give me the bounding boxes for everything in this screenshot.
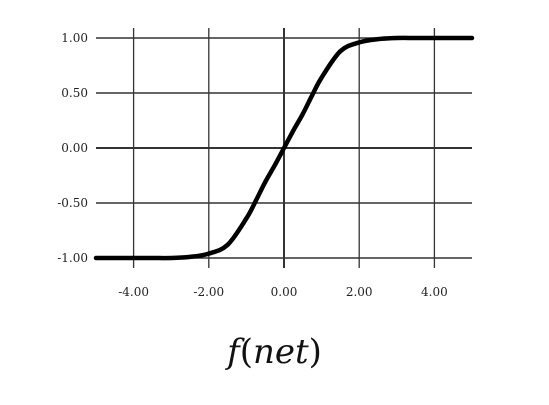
y-tick-labels: 1.00 0.50 0.00 -0.50 -1.00 <box>57 31 88 265</box>
x-tick-label: -2.00 <box>193 285 224 299</box>
x-tick-label: 4.00 <box>421 285 448 299</box>
x-axis-label-open: ( <box>239 332 253 372</box>
x-tick-label: 0.00 <box>271 285 298 299</box>
x-tick-label: 2.00 <box>346 285 373 299</box>
y-tick-label: -1.00 <box>57 251 88 265</box>
x-axis-label-arg: net <box>252 332 309 372</box>
x-axis-label-fn: f <box>227 332 240 372</box>
y-tick-label: 0.00 <box>61 141 88 155</box>
series-line <box>93 35 475 261</box>
x-tick-labels: -4.00 -2.00 0.00 2.00 4.00 <box>118 285 448 299</box>
sigmoid-chart: 1.00 0.50 0.00 -0.50 -1.00 -4.00 -2.00 0.00 2.0… <box>57 28 475 299</box>
y-tick-label: 1.00 <box>61 31 88 45</box>
x-tick-label: -4.00 <box>118 285 149 299</box>
x-axis-label: f(net) <box>0 332 549 372</box>
y-tick-label: -0.50 <box>57 196 88 210</box>
x-axis-label-close: ) <box>308 332 322 372</box>
y-tick-label: 0.50 <box>61 86 88 100</box>
